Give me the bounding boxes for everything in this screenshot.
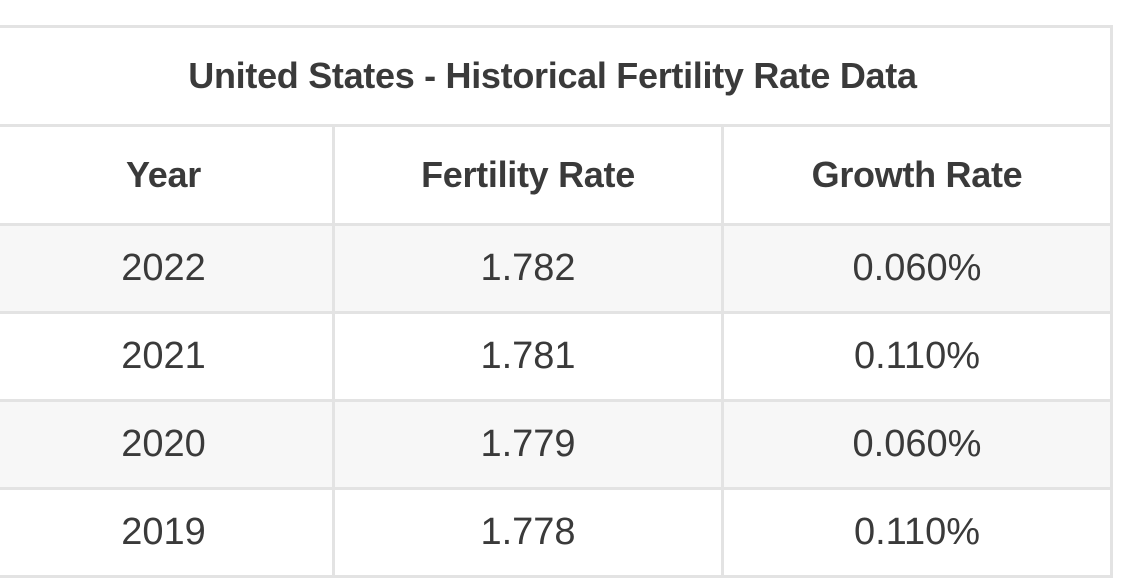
column-header-growth-rate: Growth Rate (721, 124, 1113, 226)
growth-rate-cell: 0.110% (721, 311, 1113, 402)
column-header-year: Year (0, 124, 335, 226)
year-cell: 2021 (0, 311, 335, 402)
year-cell: 2022 (0, 223, 335, 314)
table-row: 2022 1.782 0.060% (0, 223, 1113, 314)
fertility-rate-cell: 1.781 (332, 311, 724, 402)
column-header-fertility-rate: Fertility Rate (332, 124, 724, 226)
table-row: 2021 1.781 0.110% (0, 311, 1113, 402)
growth-rate-cell: 0.060% (721, 399, 1113, 490)
fertility-rate-table-container: United States - Historical Fertility Rat… (0, 25, 1113, 578)
growth-rate-cell: 0.060% (721, 223, 1113, 314)
fertility-rate-table: United States - Historical Fertility Rat… (0, 25, 1113, 578)
table-header-row: Year Fertility Rate Growth Rate (0, 124, 1113, 226)
fertility-rate-cell: 1.778 (332, 487, 724, 578)
growth-rate-cell: 0.110% (721, 487, 1113, 578)
fertility-rate-cell: 1.779 (332, 399, 724, 490)
year-cell: 2020 (0, 399, 335, 490)
fertility-rate-cell: 1.782 (332, 223, 724, 314)
table-title: United States - Historical Fertility Rat… (0, 25, 1113, 127)
year-cell: 2019 (0, 487, 335, 578)
table-title-row: United States - Historical Fertility Rat… (0, 25, 1113, 127)
table-row: 2019 1.778 0.110% (0, 487, 1113, 578)
table-row: 2020 1.779 0.060% (0, 399, 1113, 490)
